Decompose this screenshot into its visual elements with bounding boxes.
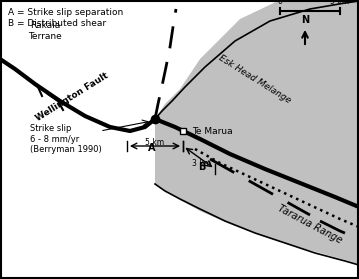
Text: 5 km: 5 km <box>145 138 164 147</box>
Polygon shape <box>155 0 359 264</box>
Text: 3 km: 3 km <box>192 159 211 168</box>
Text: B = Distributed shear: B = Distributed shear <box>8 19 106 28</box>
Text: Esk Head Melange: Esk Head Melange <box>217 53 293 105</box>
Text: 0: 0 <box>278 0 283 6</box>
Text: A: A <box>148 143 156 153</box>
Text: Strike slip
6 - 8 mm/yr
(Berryman 1990): Strike slip 6 - 8 mm/yr (Berryman 1990) <box>30 124 102 154</box>
Text: Te Marua: Te Marua <box>192 126 233 136</box>
Text: A = Strike slip separation: A = Strike slip separation <box>8 8 123 17</box>
Text: N: N <box>301 15 309 25</box>
Text: B: B <box>198 162 206 172</box>
Text: Rakaia
Terrane: Rakaia Terrane <box>28 21 62 41</box>
Text: Tararua Range: Tararua Range <box>276 203 344 245</box>
Text: 5 km: 5 km <box>330 0 350 6</box>
Text: Wellington Fault: Wellington Fault <box>34 71 110 123</box>
